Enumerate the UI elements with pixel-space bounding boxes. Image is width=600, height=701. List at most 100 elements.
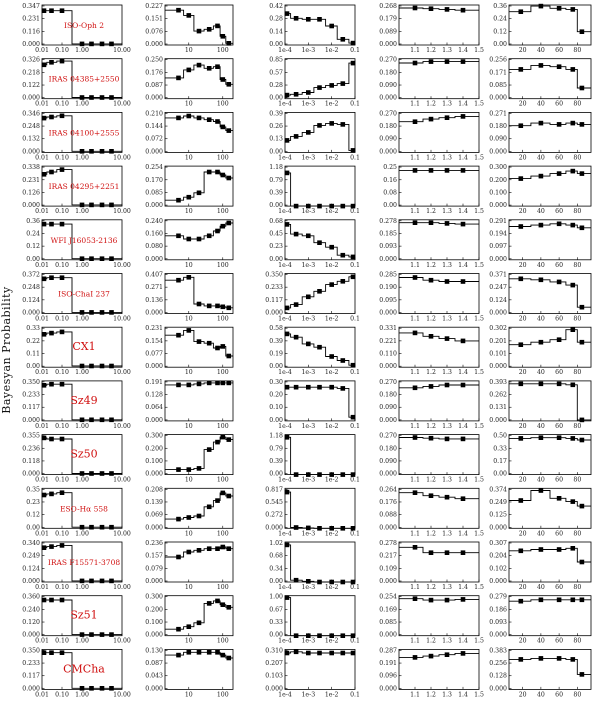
y-tick-label: 0.064	[145, 404, 163, 411]
data-point	[570, 597, 576, 603]
data-point	[570, 546, 576, 551]
series-line	[399, 332, 479, 342]
x-tick-label: 20	[519, 477, 527, 484]
y-tick-label: 0.077	[145, 351, 163, 358]
panel-frame	[164, 595, 234, 637]
data-point	[556, 122, 562, 127]
data-point	[329, 526, 334, 531]
x-tick-label: 0.1	[350, 262, 360, 269]
source-label: Sz50	[70, 448, 97, 461]
data-point	[59, 113, 65, 119]
x-tick-label: 1.4	[458, 477, 468, 484]
data-point	[329, 633, 334, 638]
y-tick-label: 0.50	[493, 433, 507, 440]
y-tick-label: 0.169	[379, 606, 397, 613]
data-point	[79, 524, 85, 530]
x-tick-label: 1.3	[442, 316, 452, 323]
data-point	[79, 310, 85, 315]
data-point	[350, 579, 356, 585]
data-point	[579, 225, 585, 231]
data-point	[59, 8, 65, 13]
x-tick-label: 10	[185, 584, 193, 591]
x-tick-label: 1.1	[410, 154, 420, 161]
x-tick-label: 10.00	[113, 262, 131, 269]
panel-frame	[41, 326, 123, 368]
data-point	[196, 190, 202, 196]
y-tick-label: 0.000	[489, 685, 507, 692]
data-point	[579, 122, 585, 127]
data-point	[41, 221, 47, 227]
y-tick-label: 0.180	[379, 445, 397, 452]
y-tick-label: 0.000	[22, 632, 40, 639]
x-tick-label: 60	[555, 530, 563, 537]
y-tick-label: 0.122	[22, 82, 40, 89]
x-tick-label: 0.10	[55, 477, 69, 484]
y-tick-label: 0.200	[145, 445, 163, 452]
x-tick-label: 0.1	[350, 208, 360, 215]
data-point	[59, 167, 65, 172]
data-point	[176, 467, 181, 472]
data-point	[196, 28, 202, 34]
data-point	[306, 579, 311, 584]
data-point	[186, 275, 192, 280]
x-tick-label: 100	[217, 584, 229, 591]
data-point	[329, 472, 334, 477]
y-tick-label: 0.233	[265, 284, 283, 291]
data-point	[79, 256, 85, 261]
data-point	[556, 656, 562, 661]
data-point	[444, 494, 450, 500]
x-tick-label: 1.3	[442, 47, 452, 54]
data-point	[59, 329, 65, 335]
x-tick-label: 1.2	[426, 423, 436, 430]
y-tick-label: 0.30	[269, 379, 283, 386]
data-point	[215, 380, 220, 386]
source-label: ISO-Oph 2	[64, 21, 104, 30]
panel-rin-row-10: 0.35 0.23 0.12 0.000.01 0.10 1.00 10.00 ESO-Hα …	[26, 486, 131, 537]
y-tick-label: 0.000	[22, 202, 40, 209]
data-point	[412, 60, 418, 66]
data-point	[41, 332, 47, 337]
y-tick-label: 0.68	[269, 218, 283, 225]
x-tick-label: 10	[185, 638, 193, 645]
panel-incl-row-10: 0.374 0.249 0.125 0.000 20 40 60 80	[489, 486, 592, 537]
y-tick-label: 0.291	[489, 218, 507, 225]
data-point	[99, 632, 105, 637]
data-point	[215, 64, 220, 69]
data-point	[570, 222, 576, 228]
data-point	[59, 275, 65, 280]
panel-rdisk-row-4: 0.254 0.170 0.085 0.000 10 100	[145, 164, 234, 215]
y-tick-label: 0.217	[379, 553, 397, 560]
data-point	[109, 363, 114, 369]
y-tick-label: 0.085	[489, 82, 507, 89]
data-point	[538, 173, 544, 179]
data-point	[428, 493, 434, 498]
y-tick-label: 0.110	[379, 351, 397, 358]
data-point	[350, 414, 356, 420]
panel-frame	[398, 595, 480, 637]
y-tick-label: 0.33	[26, 325, 40, 332]
x-tick-label: 20	[519, 584, 527, 591]
data-point	[196, 650, 202, 655]
source-label: CX1	[72, 340, 95, 353]
series-line	[509, 547, 591, 563]
data-point	[556, 496, 562, 501]
x-tick-label: 100	[217, 262, 229, 269]
x-tick-label: 0.10	[55, 584, 69, 591]
data-point	[49, 491, 54, 497]
x-tick-label: 1e-3	[302, 208, 316, 215]
panel-flaring-row-6: 0.285 0.190 0.095 0.000 1.1 1.2 1.3 1.4 1.5	[379, 272, 484, 323]
panel-rdisk-row-10: 0.208 0.139 0.069 0.000 10 100	[145, 486, 234, 537]
data-point	[89, 578, 94, 584]
data-point	[99, 524, 105, 530]
panel-incl-row-8: 0.393 0.262 0.131 0.000 20 40 60 80	[489, 379, 592, 430]
x-tick-label: 10.00	[113, 423, 131, 430]
y-tick-label: 0.262	[489, 392, 507, 399]
x-tick-label: 1e-2	[325, 369, 339, 376]
data-point	[306, 341, 311, 347]
x-tick-label: 1e-4	[278, 369, 292, 376]
data-point	[196, 620, 202, 626]
data-point	[350, 60, 356, 66]
y-tick-label: 0.338	[22, 164, 40, 171]
x-tick-label: 0.10	[55, 423, 69, 430]
